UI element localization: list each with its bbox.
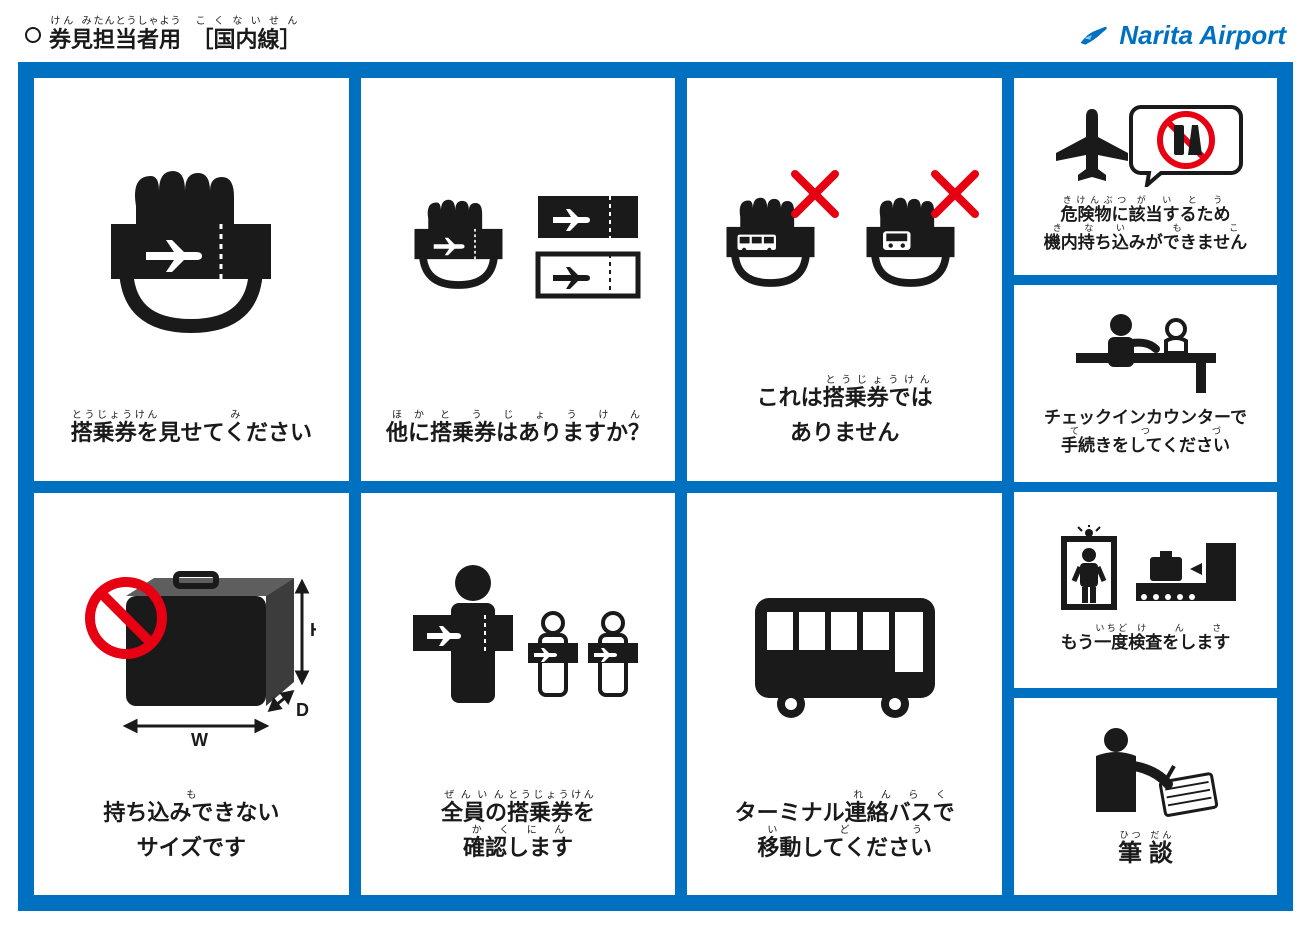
bus-icon: [697, 517, 992, 790]
side-text: 筆ひつ 談だん: [1118, 830, 1173, 872]
side-card-dangerous-goods: 危険物にきけんぶつ該当するためがいとう 機内持ち込みができませんきない も こ: [1014, 78, 1277, 275]
card-not-boarding-pass: これは搭乗券ではとうじょうけん ありません: [687, 78, 1002, 481]
side-text: もう一度いちど検査をしますけんさ: [1061, 623, 1231, 656]
airplane-logo-icon: [1079, 21, 1111, 49]
page-title: 券見けん み担当者用たんとうしゃよう ［国内線］こくないせん: [49, 16, 302, 54]
content-frame: 搭乗券をとうじょうけん見せてくださいみ: [18, 62, 1293, 911]
hand-holding-ticket-icon: [44, 102, 339, 410]
checkin-counter-icon: [1066, 307, 1226, 397]
card-show-boarding-pass: 搭乗券をとうじょうけん見せてくださいみ: [34, 78, 349, 481]
hand-ticket-plus-tickets-icon: [371, 102, 666, 410]
card-text: これは搭乗券ではとうじょうけん ありません: [757, 375, 933, 450]
card-oversized-luggage: W H D 持ち込みできないも サイズです: [34, 493, 349, 896]
card-text: 他にほか搭乗券はありますか？とうじょうけん: [386, 410, 650, 450]
header-left: 券見けん み担当者用たんとうしゃよう ［国内線］こくないせん: [25, 16, 302, 54]
luggage-dimensions-icon: W H D: [44, 517, 339, 790]
side-card-recheck: もう一度いちど検査をしますけんさ: [1014, 492, 1277, 689]
group-tickets-icon: [371, 517, 666, 790]
card-text: 持ち込みできないも サイズです: [103, 790, 279, 865]
side-text: 危険物にきけんぶつ該当するためがいとう 機内持ち込みができませんきない も こ: [1044, 195, 1248, 256]
d-label: D: [296, 700, 309, 720]
side-column: 危険物にきけんぶつ該当するためがいとう 機内持ち込みができませんきない も こ …: [1002, 78, 1277, 895]
writing-communication-icon: [1066, 722, 1226, 822]
header: 券見けん み担当者用たんとうしゃよう ［国内線］こくないせん Narita Ai…: [0, 10, 1311, 60]
card-group-tickets: 全員のぜんいん搭乗券をとうじょうけん 確認しますかくにん: [361, 493, 676, 896]
w-label: W: [191, 730, 208, 750]
circle-mark-icon: [25, 27, 41, 43]
h-label: H: [310, 620, 316, 640]
side-card-writing: 筆ひつ 談だん: [1014, 698, 1277, 895]
dangerous-goods-icon: [1046, 97, 1246, 187]
card-terminal-bus: ターミナル連絡バスでれんらく 移動してくださいいどう: [687, 493, 1002, 896]
logo-text: Narita Airport: [1119, 20, 1286, 51]
side-text: チェックインカウンターで 手続きをしてくださいてつづ: [1044, 405, 1247, 459]
wrong-tickets-icon: [697, 102, 992, 375]
card-text: 搭乗券をとうじょうけん見せてくださいみ: [71, 410, 312, 450]
card-text: ターミナル連絡バスでれんらく 移動してくださいいどう: [735, 790, 955, 865]
main-grid: 搭乗券をとうじょうけん見せてくださいみ: [34, 78, 1002, 895]
security-scan-icon: [1046, 525, 1246, 615]
narita-airport-logo: Narita Airport: [1079, 20, 1286, 51]
side-card-checkin: チェックインカウンターで 手続きをしてくださいてつづ: [1014, 285, 1277, 482]
card-text: 全員のぜんいん搭乗券をとうじょうけん 確認しますかくにん: [441, 790, 595, 865]
card-other-boarding-pass: 他にほか搭乗券はありますか？とうじょうけん: [361, 78, 676, 481]
